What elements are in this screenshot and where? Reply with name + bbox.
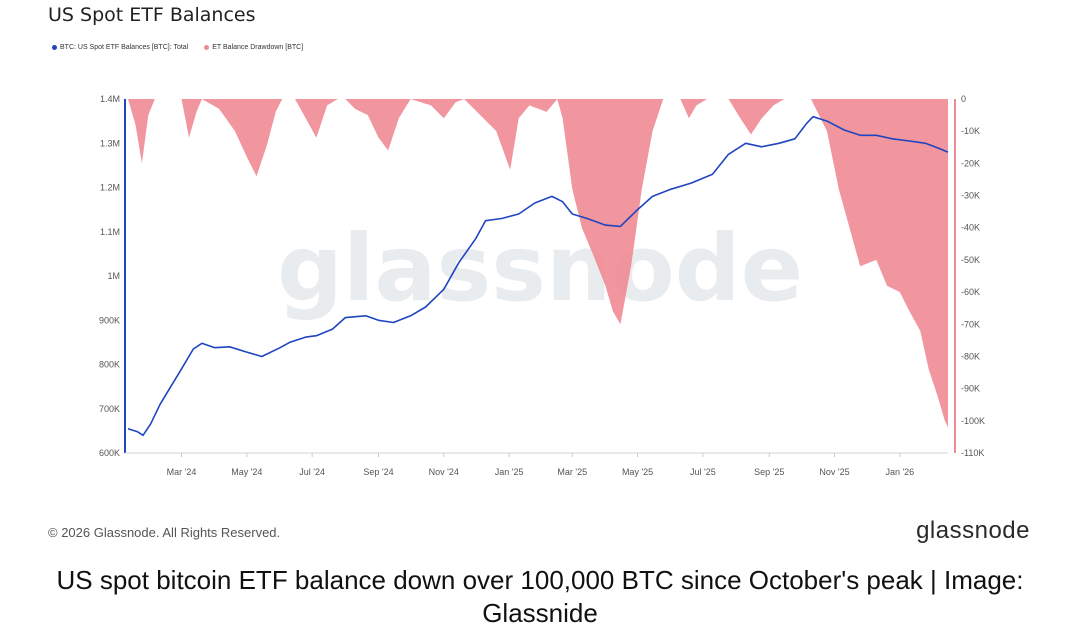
x-tick-label: Jul '25 (690, 467, 716, 477)
legend-label-drawdown: ET Balance Drawdown [BTC] (212, 44, 304, 51)
axis-layer: 600K 700K 800K 900K 1M 1.1M 1.2M 1.3M 1.4M 0 -10K -… (99, 94, 985, 477)
legend-item-drawdown[interactable]: ET Balance Drawdown [BTC] (204, 44, 303, 51)
x-tick-label: Nov '24 (429, 467, 459, 477)
x-tick-label: Mar '24 (167, 467, 197, 477)
copyright-text: © 2026 Glassnode. All Rights Reserved. (48, 525, 281, 540)
legend-dot-drawdown (204, 45, 210, 50)
y-right-tick-label: 0 (961, 94, 966, 104)
x-tick-label: May '25 (622, 467, 653, 477)
y-right-tick-label: -50K (961, 255, 980, 265)
line-layer (127, 115, 949, 437)
chart-plot: glassnode 600K 700K 800K 900K 1M 1.1M 1.2M 1.3M… (99, 94, 985, 477)
y-right-tick-label: -60K (961, 287, 980, 297)
y-left-tick-label: 600K (99, 448, 120, 458)
legend-dot-balance (52, 45, 57, 50)
y-left-tick-label: 1.4M (100, 94, 120, 104)
y-left-tick-label: 1.1M (100, 227, 120, 237)
y-right-tick-label: -90K (961, 384, 980, 394)
x-tick-label: Mar '25 (557, 467, 587, 477)
x-tick-label: Nov '25 (819, 467, 849, 477)
x-tick-label: Sep '25 (754, 467, 784, 477)
x-tick-label: Jan '25 (495, 467, 524, 477)
x-tick-label: Jul '24 (299, 467, 325, 477)
drawdown-layer (128, 99, 948, 428)
drawdown-area (128, 99, 948, 428)
y-right-tick-label: -70K (961, 319, 980, 329)
y-right-tick-label: -80K (961, 351, 980, 361)
legend-item-balance[interactable]: BTC: US Spot ETF Balances [BTC]: Total (52, 44, 188, 51)
image-caption: US spot bitcoin ETF balance down over 10… (56, 565, 1024, 628)
y-right-tick-label: -110K (961, 448, 984, 458)
y-left-tick-label: 700K (99, 404, 120, 414)
legend: BTC: US Spot ETF Balances [BTC]: Total E… (52, 44, 303, 51)
y-right-tick-label: -30K (961, 191, 980, 201)
x-tick-label: Jan '26 (885, 467, 914, 477)
brand-logo: glassnode (916, 517, 1030, 544)
watermark: glassnode (277, 215, 803, 322)
y-left-tick-label: 900K (99, 315, 120, 325)
y-right-tick-label: -20K (961, 158, 980, 168)
balance-line (127, 115, 949, 437)
y-left-tick-label: 1M (107, 271, 120, 281)
x-tick-label: Sep '24 (363, 467, 393, 477)
y-right-tick-label: -40K (961, 223, 980, 233)
y-left-tick-label: 800K (99, 360, 120, 370)
y-left-tick-label: 1.3M (100, 138, 120, 148)
x-tick-label: May '24 (231, 467, 262, 477)
y-right-tick-label: -100K (961, 416, 985, 426)
y-right-tick-label: -10K (961, 126, 980, 136)
chart-title: US Spot ETF Balances (48, 4, 256, 26)
legend-label-balance: BTC: US Spot ETF Balances [BTC]: Total (60, 44, 189, 51)
y-left-tick-label: 1.2M (100, 183, 120, 193)
